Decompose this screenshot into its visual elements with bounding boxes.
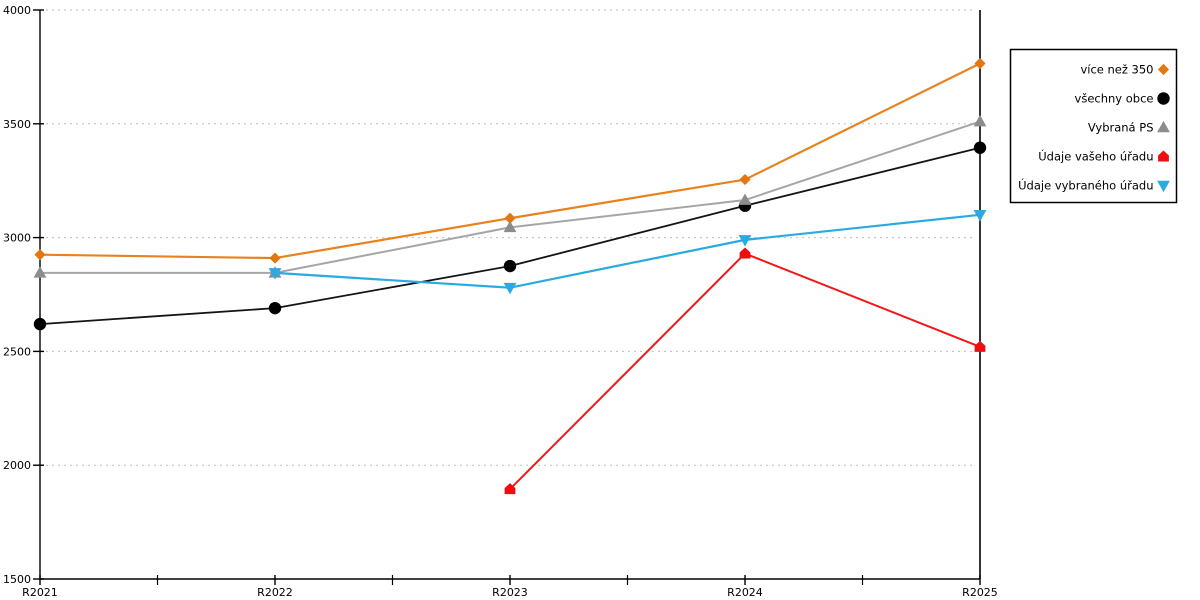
data-point-vice-nez-350-R2025 bbox=[974, 57, 986, 70]
data-point-vybrana-ps-R2025 bbox=[973, 114, 987, 127]
data-point-vybrana-ps-R2021 bbox=[33, 266, 47, 278]
data-point-udaje-vaseho-uradu-R2025 bbox=[974, 340, 986, 352]
data-point-vsechny-obce-R2023 bbox=[503, 259, 517, 273]
series-line-vsechny-obce bbox=[39, 146, 981, 325]
y-tick-label-2500: 2500 bbox=[3, 345, 31, 358]
legend-item-vice-nez-350: více než 350 bbox=[1080, 63, 1170, 77]
data-point-vice-nez-350-R2021 bbox=[34, 249, 46, 261]
data-point-vice-nez-350-R2022 bbox=[269, 252, 281, 264]
data-point-vybrana-ps-R2023 bbox=[503, 220, 517, 233]
x-tick-label-R2025: R2025 bbox=[962, 586, 998, 599]
y-tick-label-1500: 1500 bbox=[3, 573, 31, 586]
legend-item-vsechny-obce: všechny obce bbox=[1075, 92, 1170, 106]
data-point-udaje-vybraneho-uradu-R2022 bbox=[268, 268, 282, 280]
legend-marker-circle-icon bbox=[1157, 92, 1170, 105]
y-tick-label-3500: 3500 bbox=[3, 118, 31, 131]
data-point-vice-nez-350-R2024 bbox=[739, 173, 751, 186]
legend-label-udaje-vybraneho-uradu: Údaje vybraného úřadu bbox=[1018, 178, 1153, 193]
x-tick-label-R2023: R2023 bbox=[492, 586, 528, 599]
x-tick-label-R2022: R2022 bbox=[257, 586, 293, 599]
legend-marker-triangle-down-icon bbox=[1157, 180, 1170, 193]
x-tick-label-R2024: R2024 bbox=[727, 586, 763, 599]
series-line-udaje-vaseho-uradu bbox=[509, 252, 981, 491]
data-point-vice-nez-350-R2023 bbox=[504, 212, 516, 224]
series-line-vybrana-ps bbox=[39, 120, 981, 274]
legend-item-udaje-vybraneho-uradu: Údaje vybraného úřadu bbox=[1018, 178, 1170, 193]
legend-marker-diamond-icon bbox=[1157, 63, 1170, 76]
data-point-vsechny-obce-R2021 bbox=[33, 317, 47, 331]
legend-marker-house-icon bbox=[1158, 150, 1169, 162]
data-point-vybrana-ps-R2024 bbox=[738, 193, 752, 205]
y-tick-label-2000: 2000 bbox=[3, 459, 31, 472]
legend-box bbox=[1009, 48, 1178, 204]
data-point-vsechny-obce-R2025 bbox=[973, 141, 987, 154]
legend-label-vsechny-obce: všechny obce bbox=[1075, 92, 1154, 106]
x-tick-label-R2021: R2021 bbox=[22, 586, 58, 599]
data-point-udaje-vaseho-uradu-R2024 bbox=[739, 247, 751, 259]
legend-label-vice-nez-350: více než 350 bbox=[1080, 63, 1153, 77]
data-point-udaje-vybraneho-uradu-R2024 bbox=[738, 235, 752, 247]
legend-label-udaje-vaseho-uradu: Údaje vašeho úřadu bbox=[1038, 149, 1153, 164]
y-tick-label-4000: 4000 bbox=[3, 4, 31, 17]
data-point-udaje-vybraneho-uradu-R2025 bbox=[973, 210, 987, 222]
data-point-udaje-vaseho-uradu-R2023 bbox=[504, 483, 516, 495]
legend-label-vybrana-ps: Vybraná PS bbox=[1088, 121, 1154, 135]
legend-item-vybrana-ps: Vybraná PS bbox=[1088, 121, 1170, 135]
legend-item-udaje-vaseho-uradu: Údaje vašeho úřadu bbox=[1038, 149, 1169, 164]
data-point-udaje-vybraneho-uradu-R2023 bbox=[503, 282, 517, 295]
y-tick-label-3000: 3000 bbox=[3, 232, 31, 245]
data-point-vsechny-obce-R2022 bbox=[268, 301, 282, 315]
legend-marker-triangle-up-icon bbox=[1157, 120, 1170, 133]
series-line-udaje-vybraneho-uradu bbox=[273, 213, 982, 289]
